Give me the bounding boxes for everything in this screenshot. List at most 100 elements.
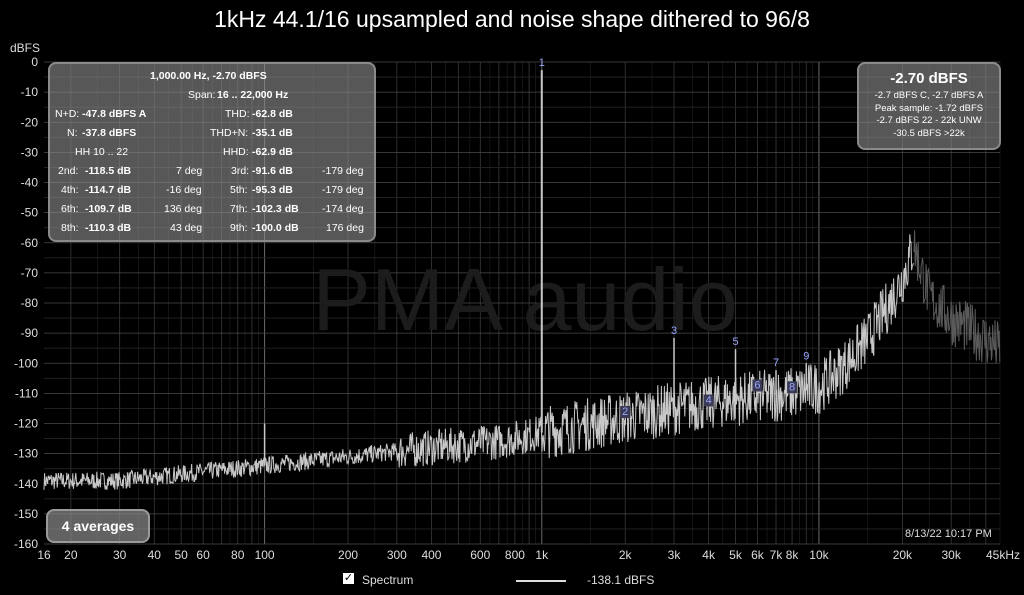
- distortion-stats-panel: 1,000.00 Hz, -2.70 dBFS Span: 16 .. 22,0…: [48, 62, 376, 242]
- nd-label: N+D:: [55, 108, 80, 120]
- x-tick-label: 50: [174, 548, 188, 562]
- y-tick-label: -110: [15, 386, 38, 400]
- hh-label: HH 10 .. 22: [75, 146, 129, 158]
- level-value: -2.70 dBFS: [890, 70, 968, 87]
- y-tick-label: -60: [21, 236, 39, 250]
- spectrum-label: Spectrum: [362, 573, 414, 587]
- thd-label: THD:: [225, 108, 250, 120]
- h7-value: -102.3 dB: [252, 203, 299, 215]
- x-tick-label: 60: [196, 548, 210, 562]
- x-tick-label: 45kHz: [986, 548, 1020, 562]
- harmonic-marker-label: 2: [622, 406, 628, 418]
- spectrum-checkbox[interactable]: ✓: [343, 572, 354, 584]
- h2-label: 2nd:: [58, 165, 79, 177]
- x-axis-ticks: 16 20 30 40 50 60 80 100 200 300 400 600 800 1k 2k 3k 4k…: [37, 548, 1020, 562]
- harmonic-marker-box: [620, 405, 631, 418]
- x-tick-label: 8k: [786, 548, 800, 562]
- harmonic-marker-label: 8: [789, 381, 795, 393]
- span-value: 16 .. 22,000 Hz: [217, 89, 289, 101]
- h4-value: -114.7 dB: [85, 184, 132, 196]
- y-tick-label: -90: [21, 326, 39, 340]
- x-tick-label: 20: [64, 548, 78, 562]
- h2-value: -118.5 dB: [85, 165, 132, 177]
- x-tick-label: 2k: [619, 548, 633, 562]
- x-tick-label: 800: [505, 548, 525, 562]
- h9-phase: 176 deg: [326, 222, 364, 234]
- x-tick-label: 30k: [942, 548, 962, 562]
- h5-label: 5th:: [230, 184, 248, 196]
- harmonic-marker-label: 9: [803, 350, 809, 362]
- x-tick-label: 80: [231, 548, 245, 562]
- harmonic-marker-label: 7: [773, 357, 779, 369]
- averages-button[interactable]: 4 averages: [46, 509, 150, 543]
- x-tick-label: 10k: [809, 548, 829, 562]
- harmonic-marker-box: [703, 394, 714, 407]
- level-line-2: Peak sample: -1.72 dBFS: [874, 102, 984, 114]
- x-tick-label: 6k: [751, 548, 765, 562]
- level-line-4: -30.5 dBFS >22k: [893, 127, 965, 139]
- y-tick-label: -30: [21, 145, 39, 159]
- h6-phase: 136 deg: [164, 203, 202, 215]
- y-tick-label: -50: [21, 206, 39, 220]
- h7-label: 7th:: [230, 203, 248, 215]
- harmonic-marker-label: 1: [539, 57, 545, 69]
- y-tick-label: -130: [14, 447, 38, 461]
- y-tick-label: -40: [21, 176, 39, 190]
- n-value: -37.8 dBFS: [82, 127, 137, 139]
- h5-phase: -179 deg: [322, 184, 364, 196]
- h7-phase: -174 deg: [322, 203, 364, 215]
- thd-value: -62.8 dB: [252, 108, 293, 120]
- h2-phase: 7 deg: [176, 165, 203, 177]
- y-tick-label: -70: [21, 266, 39, 280]
- x-tick-label: 30: [113, 548, 127, 562]
- harmonic-markers: 1 2 3 4 5 6 78 9: [539, 57, 809, 418]
- h5-value: -95.3 dB: [252, 184, 293, 196]
- y-tick-label: -150: [14, 507, 38, 521]
- x-tick-label: 7k: [770, 548, 784, 562]
- x-tick-label: 4k: [702, 548, 716, 562]
- x-tick-label: 20k: [893, 548, 913, 562]
- y-tick-label: -100: [14, 356, 38, 370]
- y-tick-label: -20: [21, 115, 39, 129]
- harmonic-marker-box: [787, 381, 798, 394]
- level-readout: -138.1 dBFS: [587, 573, 655, 587]
- y-tick-label: -120: [14, 417, 38, 431]
- x-tick-label: 600: [470, 548, 490, 562]
- y-tick-label: -10: [21, 85, 39, 99]
- h9-label: 9th:: [230, 222, 248, 234]
- h8-phase: 43 deg: [170, 222, 203, 234]
- spectrum-trace: [43, 70, 1001, 490]
- legend-line-swatch: [516, 580, 566, 582]
- chart-title: 1kHz 44.1/16 upsampled and noise shape d…: [214, 6, 810, 32]
- x-tick-label: 200: [338, 548, 358, 562]
- harmonic-marker-box: [752, 379, 763, 392]
- x-tick-label: 300: [387, 548, 407, 562]
- x-tick-label: 5k: [729, 548, 743, 562]
- watermark: PMA audio: [312, 250, 738, 349]
- y-axis-ticks: 0 -10 -20 -30 -40 -50 -60 -70 -80 -90 -100 -110 -120…: [14, 55, 38, 551]
- legend: ✓ Spectrum -138.1 dBFS: [0, 570, 1024, 592]
- h3-value: -91.6 dB: [252, 165, 293, 177]
- spectrum-line-above-22k: [913, 230, 1001, 363]
- harmonic-marker-label: 5: [732, 336, 738, 348]
- h6-label: 6th:: [61, 203, 79, 215]
- y-tick-label: -160: [14, 537, 38, 551]
- h6-value: -109.7 dB: [85, 203, 132, 215]
- x-tick-label: 3k: [668, 548, 682, 562]
- x-tick-label: 400: [421, 548, 441, 562]
- hhd-value: -62.9 dB: [252, 146, 293, 158]
- timestamp: 8/13/22 10:17 PM: [905, 528, 992, 540]
- hhd-label: HHD:: [223, 146, 249, 158]
- y-tick-label: 0: [31, 55, 38, 69]
- h4-phase: -16 deg: [166, 184, 202, 196]
- x-tick-label: 40: [148, 548, 162, 562]
- nd-value: -47.8 dBFS A: [82, 108, 147, 120]
- stats-header: 1,000.00 Hz, -2.70 dBFS: [150, 70, 267, 82]
- h8-label: 8th:: [61, 222, 79, 234]
- h8-value: -110.3 dB: [85, 222, 132, 234]
- level-line-3: -2.7 dBFS 22 - 22k UNW: [876, 115, 982, 126]
- y-tick-label: -140: [14, 477, 38, 491]
- n-label: N:: [67, 127, 78, 139]
- x-tick-label: 1k: [535, 548, 549, 562]
